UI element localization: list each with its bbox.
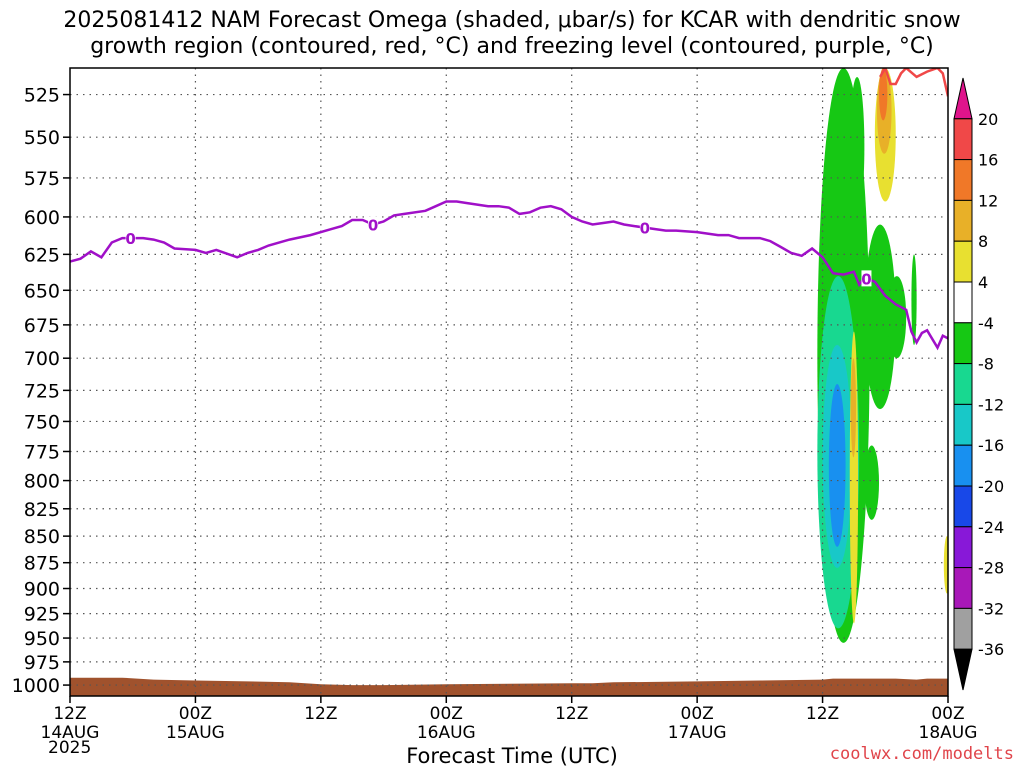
colorbar-label: -24 [978, 518, 1004, 537]
y-tick-label: 575 [24, 168, 60, 190]
colorbar-bin [953, 322, 973, 365]
omega-region-11 [911, 254, 917, 346]
y-tick-label: 675 [24, 315, 60, 337]
y-tick-label: 925 [24, 604, 60, 626]
y-tick-label: 650 [24, 280, 60, 302]
colorbar-label: -12 [978, 395, 1004, 414]
contour-label-bg [368, 216, 379, 233]
freezing-level-label: 0 [368, 217, 378, 235]
y-tick-label: 975 [24, 652, 60, 674]
freezing-level-label: 0 [125, 230, 135, 248]
omega-shading [817, 68, 948, 643]
y-tick-label: 1000 [12, 675, 60, 697]
x-tick-date-label: 18AUG [919, 723, 978, 743]
colorbar-label: -20 [978, 477, 1004, 496]
chart-title-line-2: growth region (contoured, red, °C) and f… [90, 34, 934, 59]
omega-region-5 [850, 358, 857, 458]
y-tick-label: 550 [24, 127, 60, 149]
colorbar-bin [953, 363, 973, 405]
x-tick-label: 12Z [806, 704, 839, 724]
colorbar-label: -16 [978, 436, 1004, 455]
gridlines [70, 68, 948, 696]
colorbar-label: 4 [978, 273, 988, 292]
colorbar-bin [953, 118, 973, 161]
colorbar-label: 20 [978, 110, 998, 129]
y-tick-label: 950 [24, 628, 60, 650]
year-label: 2025 [48, 738, 92, 758]
colorbar-bin [953, 444, 973, 487]
x-tick-date-label: 14AUG [41, 723, 100, 743]
dendritic-contour-line [879, 68, 948, 97]
source-credit: coolwx.com/modelts [829, 744, 1014, 764]
colorbar-label: -8 [978, 355, 994, 374]
x-tick-date-label: 16AUG [417, 723, 476, 743]
x-tick-label: 12Z [53, 704, 86, 724]
x-tick-label: 00Z [179, 704, 212, 724]
y-tick-label: 775 [24, 441, 60, 463]
colorbar-bin [953, 281, 973, 324]
x-tick-date-label: 15AUG [166, 723, 225, 743]
y-tick-label: 850 [24, 526, 60, 548]
contour-label-bg [639, 219, 650, 236]
omega-region-6 [849, 76, 865, 217]
omega-region-13 [864, 445, 880, 520]
colorbar-label: 8 [978, 232, 988, 251]
x-tick-label: 12Z [555, 704, 588, 724]
y-tick-label: 725 [24, 380, 60, 402]
y-tick-label: 525 [24, 85, 60, 107]
colorbar-label: -36 [978, 640, 1004, 659]
colorbar-bin [953, 526, 973, 569]
colorbar-label: -32 [978, 599, 1004, 618]
colorbar-bin [953, 199, 973, 242]
freezing-level-label: 0 [861, 270, 871, 288]
omega-region-3 [828, 384, 846, 547]
y-tick-label: 750 [24, 411, 60, 433]
colorbar-label: 16 [978, 151, 998, 170]
omega-region-10 [864, 224, 896, 410]
y-tick-label: 700 [24, 348, 60, 370]
freezing-level-line [69, 200, 949, 351]
colorbar-label: 12 [978, 191, 998, 210]
plot-frame [69, 67, 949, 697]
y-tick-label: 825 [24, 499, 60, 521]
y-tick-label: 600 [24, 207, 60, 229]
colorbar-bin [953, 403, 973, 446]
chart-title-line-1: 2025081412 NAM Forecast Omega (shaded, μ… [63, 8, 961, 33]
colorbar-bin [953, 607, 973, 650]
contour-label-bg [125, 230, 136, 247]
y-tick-label: 625 [24, 244, 60, 266]
x-tick-label: 00Z [681, 704, 714, 724]
colorbar-label: -28 [978, 559, 1004, 578]
x-axis-label: Forecast Time (UTC) [406, 744, 618, 768]
y-tick-label: 900 [24, 579, 60, 601]
y-tick-label: 875 [24, 553, 60, 575]
freezing-level-label: 0 [640, 220, 650, 238]
omega-region-12 [887, 276, 907, 359]
colorbar-bin [953, 567, 973, 609]
x-tick-label: 00Z [430, 704, 463, 724]
colorbar-bin [953, 159, 973, 201]
x-tick-date-label: 17AUG [668, 723, 727, 743]
colorbar-label: -4 [978, 314, 994, 333]
colorbar-bottom-arrow [953, 648, 973, 691]
contour-label-bg [861, 270, 872, 287]
omega-region-14 [943, 536, 948, 594]
colorbar-bin [953, 240, 973, 283]
y-tick-label: 800 [24, 471, 60, 493]
surface-terrain [70, 677, 948, 696]
x-tick-label: 00Z [931, 704, 964, 724]
x-tick-label: 12Z [304, 704, 337, 724]
colorbar-bin [953, 485, 973, 528]
colorbar-top-arrow [953, 77, 973, 120]
